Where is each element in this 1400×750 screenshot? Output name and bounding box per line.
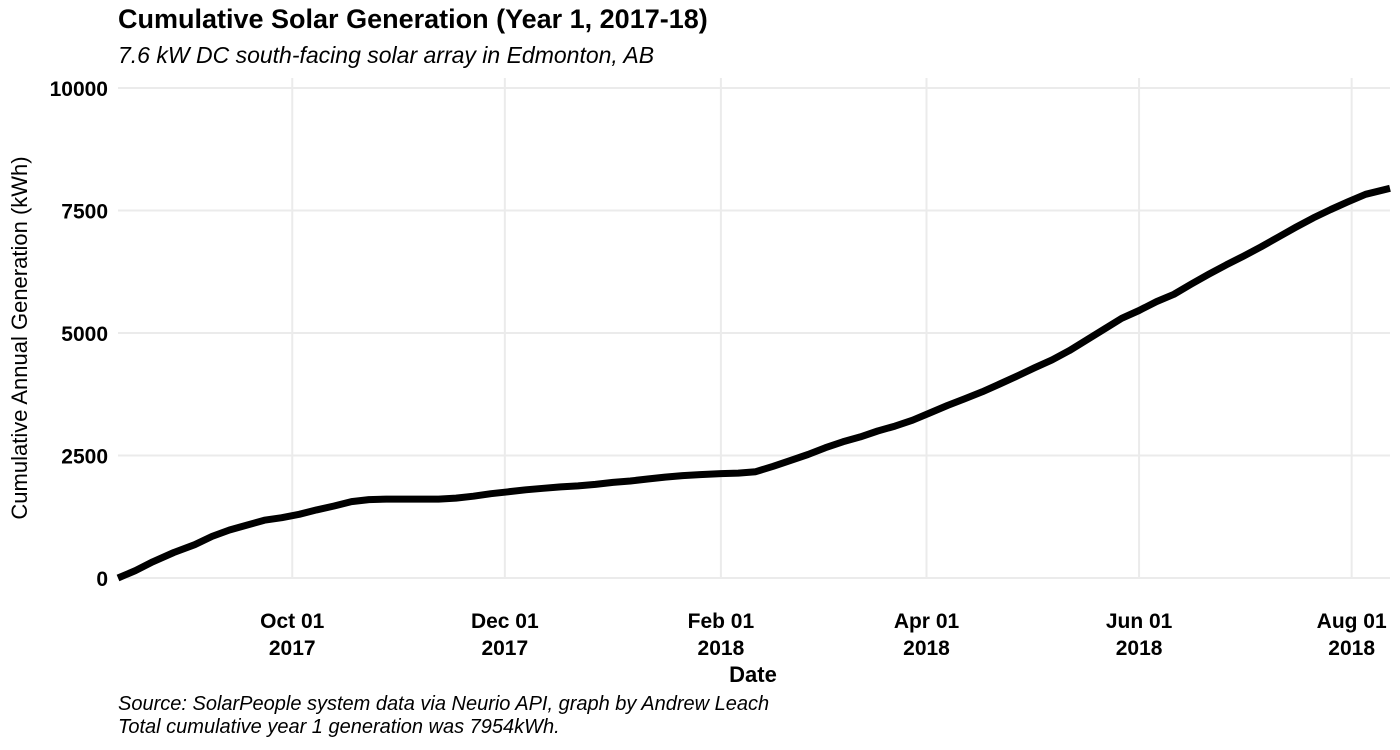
series-line — [116, 184, 1391, 582]
y-tick-label: 2500 — [61, 446, 108, 469]
x-tick-label: Dec 01 — [471, 610, 539, 633]
x-tick-label: Oct 01 — [260, 610, 325, 633]
x-axis-label: Date — [729, 662, 777, 687]
x-tick-year: 2017 — [481, 637, 528, 660]
x-tick-label: Feb 01 — [688, 610, 755, 633]
caption: Source: SolarPeople system data via Neur… — [118, 693, 769, 739]
x-tick-labels: Oct 01 2017 Dec 01 2017 Feb 01 2018 Apr 01 2018… — [260, 610, 1387, 660]
y-tick-label: 5000 — [61, 323, 108, 346]
x-tick-year: 2018 — [1116, 637, 1163, 660]
x-tick-year: 2017 — [269, 637, 316, 660]
x-tick-year: 2018 — [698, 637, 745, 660]
series-group — [116, 184, 1391, 582]
chart-subtitle: 7.6 kW DC south-facing solar array in Ed… — [118, 42, 655, 68]
caption-source: Source: SolarPeople system data via Neur… — [118, 693, 770, 715]
caption-total: Total cumulative year 1 generation was 7… — [118, 716, 560, 738]
x-tick-year: 2018 — [903, 637, 950, 660]
y-tick-label: 7500 — [61, 201, 108, 224]
chart-title: Cumulative Solar Generation (Year 1, 201… — [118, 4, 708, 34]
x-tick-label: Apr 01 — [894, 610, 960, 633]
y-axis-label: Cumulative Annual Generation (kWh) — [7, 156, 32, 519]
y-gridlines — [118, 87, 1390, 579]
y-tick-label: 10000 — [50, 78, 108, 101]
x-tick-year: 2018 — [1328, 637, 1375, 660]
x-tick-label: Jun 01 — [1106, 610, 1173, 633]
y-tick-labels: 0 2500 5000 7500 10000 — [50, 78, 108, 591]
x-tick-label: Aug 01 — [1317, 610, 1387, 633]
y-tick-label: 0 — [96, 568, 108, 591]
x-gridlines — [291, 78, 1353, 578]
